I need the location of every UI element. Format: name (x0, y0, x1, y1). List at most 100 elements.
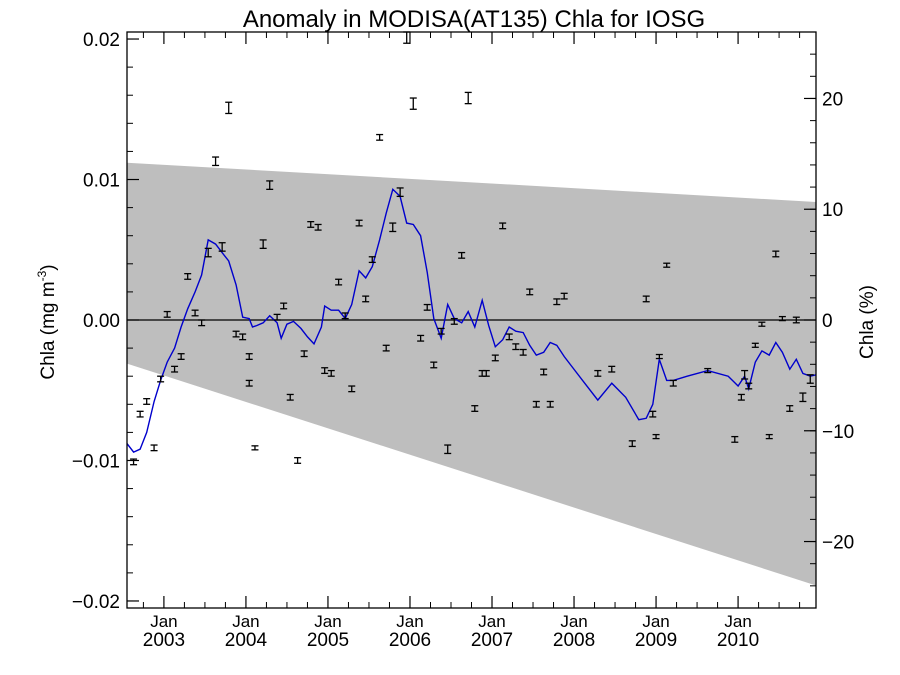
data-point (758, 321, 766, 327)
data-point (751, 342, 759, 348)
smoothed-line-layer (126, 187, 817, 453)
x-tick-label-year: 2009 (635, 630, 677, 651)
y-tick-label-left: −0.01 (72, 451, 120, 472)
data-point (171, 365, 179, 373)
data-point (444, 444, 452, 455)
data-point (389, 222, 397, 233)
data-point (628, 440, 636, 448)
data-point (163, 310, 171, 318)
data-point (649, 410, 657, 418)
data-point (218, 242, 226, 252)
data-point (519, 348, 527, 356)
data-point (198, 319, 206, 327)
data-point (512, 343, 520, 351)
variance-band-layer (127, 162, 816, 586)
data-point (792, 316, 800, 324)
data-point (300, 350, 308, 358)
data-point (731, 435, 739, 443)
data-point (286, 393, 294, 401)
x-tick-label-year: 2007 (471, 630, 513, 651)
data-point (799, 392, 807, 403)
data-point (741, 369, 749, 380)
data-point (314, 223, 322, 231)
data-point (184, 272, 192, 280)
data-point (294, 457, 302, 464)
data-point (251, 445, 259, 451)
data-points-layer (130, 31, 814, 466)
data-point (307, 221, 315, 228)
x-tick-label-year: 2004 (225, 630, 268, 651)
data-point (423, 303, 431, 311)
y-tick-label-right: 20 (822, 89, 843, 110)
data-point (204, 247, 212, 258)
data-point (225, 101, 233, 115)
data-point (273, 313, 281, 321)
data-point (560, 292, 568, 300)
data-point (526, 288, 534, 296)
data-point (765, 433, 773, 440)
data-point (341, 312, 349, 320)
data-point (608, 365, 616, 373)
data-point (212, 156, 220, 167)
y-tick-label-left: 0.00 (83, 311, 120, 332)
data-point (491, 354, 499, 362)
data-point (327, 369, 335, 377)
data-point (450, 317, 458, 325)
data-point (745, 382, 753, 390)
data-point (191, 309, 199, 317)
data-point (348, 385, 356, 393)
data-point (786, 405, 794, 412)
data-point (482, 369, 490, 377)
y-axis-label-left: Chla (mg m-3) (35, 264, 59, 379)
x-tick-label-month: Jan (724, 612, 751, 631)
data-point (430, 361, 438, 369)
y-axis-label-close: ) (38, 264, 59, 270)
chart-title: Anomaly in MODISA(AT135) Chla for IOSG (243, 6, 705, 33)
y-tick-label-left: 0.01 (83, 171, 120, 192)
data-point (540, 368, 548, 376)
data-point (143, 398, 151, 405)
data-point (362, 295, 370, 303)
data-point (355, 219, 363, 227)
data-point (532, 400, 540, 408)
data-point (321, 367, 329, 375)
y-tick-label-right: −20 (822, 533, 854, 554)
data-point (417, 334, 425, 342)
x-tick-label-year: 2006 (389, 630, 431, 651)
data-point (396, 187, 404, 198)
x-tick-label-year: 2010 (717, 630, 759, 651)
data-point (245, 379, 253, 387)
data-point (245, 353, 253, 360)
x-tick-label-month: Jan (396, 612, 423, 631)
x-tick-label-month: Jan (150, 612, 177, 631)
variance-band (127, 162, 816, 586)
data-point (259, 239, 267, 250)
x-tick-label-month: Jan (232, 612, 259, 631)
data-point (280, 302, 288, 310)
data-point (464, 91, 472, 105)
data-point (737, 393, 745, 401)
data-point (368, 256, 376, 264)
y-tick-label-left: 0.02 (83, 30, 120, 51)
data-point (669, 379, 677, 387)
y-tick-label-right: −10 (822, 422, 854, 443)
data-point (157, 375, 165, 383)
data-point (458, 251, 466, 259)
x-tick-label-year: 2005 (307, 630, 349, 651)
x-tick-label-month: Jan (560, 612, 587, 631)
x-tick-label-month: Jan (642, 612, 669, 631)
y-tick-label-left: −0.02 (72, 592, 120, 613)
data-point (704, 367, 712, 374)
data-point (136, 410, 144, 418)
x-tick-label-month: Jan (314, 612, 341, 631)
data-point (239, 333, 247, 341)
data-point (403, 31, 411, 44)
x-tick-label-month: Jan (478, 612, 505, 631)
data-point (376, 133, 384, 141)
data-point (382, 344, 390, 352)
data-point (335, 278, 343, 286)
data-point (437, 327, 445, 335)
x-tick-label-year: 2003 (143, 630, 185, 651)
y-axis-label-right: Chla (%) (857, 285, 878, 359)
